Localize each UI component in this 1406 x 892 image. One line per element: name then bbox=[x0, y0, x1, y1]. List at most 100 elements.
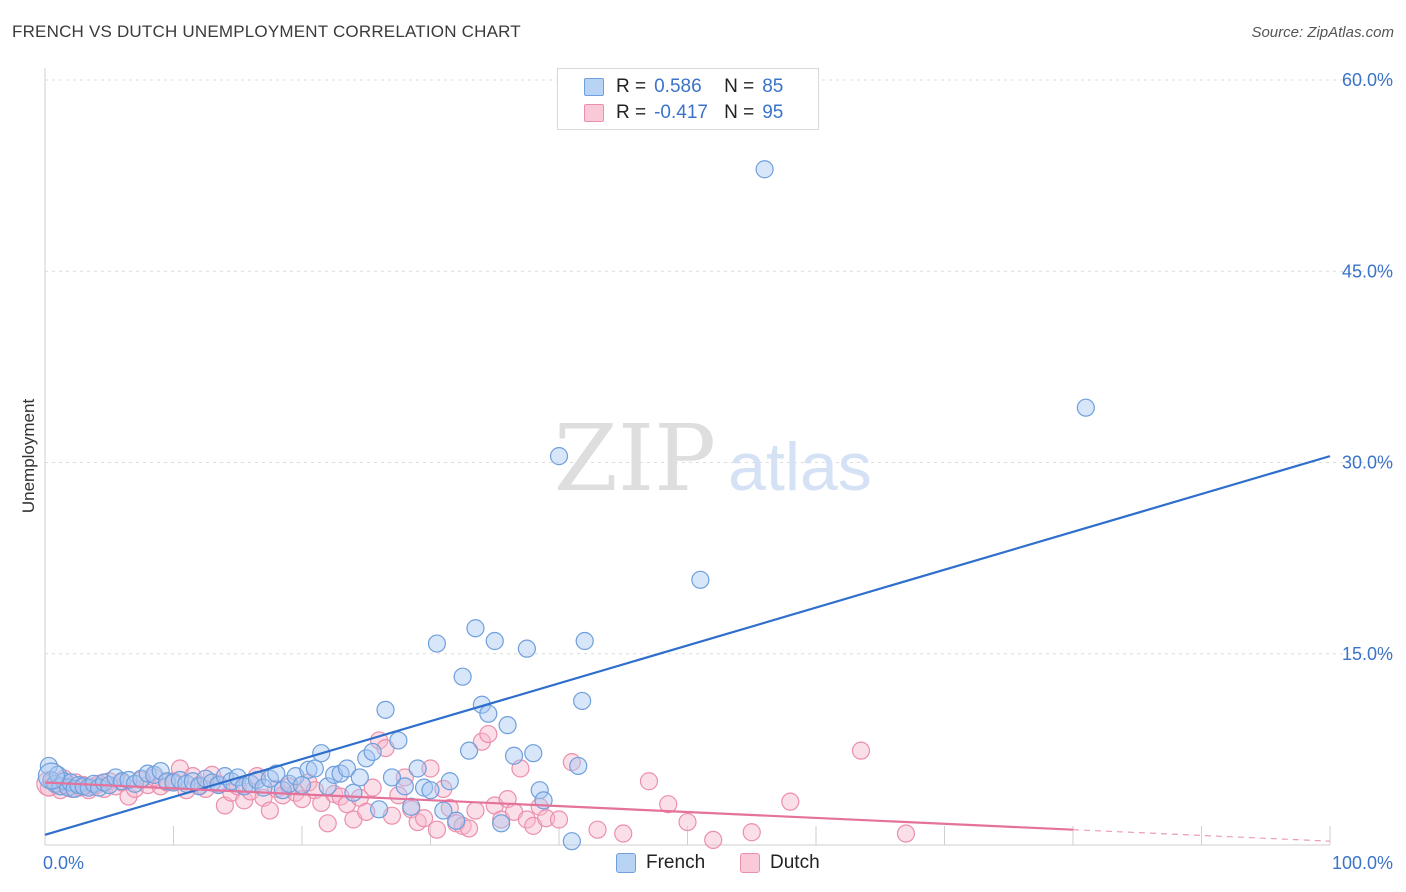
french-point bbox=[1076, 398, 1095, 417]
watermark: ZIP atlas bbox=[554, 405, 872, 512]
chart-title: FRENCH VS DUTCH UNEMPLOYMENT CORRELATION… bbox=[12, 22, 521, 41]
french-point bbox=[421, 781, 440, 800]
legend: R = 0.586 N = 85 R = -0.417 N = 95 bbox=[557, 68, 819, 130]
french-point bbox=[530, 781, 549, 800]
legend-swatch-dutch bbox=[584, 104, 604, 122]
dutch-point bbox=[549, 810, 569, 829]
french-trend-line bbox=[44, 455, 1331, 836]
dutch-point bbox=[742, 823, 761, 842]
dutch-point bbox=[466, 801, 485, 820]
french-point bbox=[524, 744, 543, 763]
y-tick-label: 45.0% bbox=[1342, 261, 1393, 281]
dutch-point bbox=[363, 778, 382, 797]
watermark-zip: ZIP bbox=[554, 405, 716, 512]
french-point bbox=[549, 447, 569, 466]
legend-row-dutch: R = -0.417 N = 95 bbox=[584, 101, 783, 125]
french-point bbox=[485, 631, 504, 651]
french-point bbox=[479, 704, 498, 723]
french-point bbox=[691, 570, 710, 589]
y-tick-label: 60.0% bbox=[1342, 70, 1393, 90]
dutch-point bbox=[614, 824, 633, 843]
dutch-point bbox=[704, 830, 723, 850]
french-point bbox=[95, 773, 114, 792]
french-point bbox=[440, 772, 459, 791]
french-point bbox=[395, 777, 414, 796]
french-point bbox=[37, 762, 66, 790]
dutch-point bbox=[260, 801, 279, 820]
french-point bbox=[466, 619, 485, 638]
french-point bbox=[569, 756, 588, 776]
legend-swatch-french bbox=[584, 78, 604, 96]
french-point bbox=[157, 772, 177, 791]
french-point bbox=[267, 764, 286, 783]
french-point bbox=[299, 760, 318, 779]
dutch-trend-extension bbox=[1072, 829, 1331, 842]
french-point bbox=[344, 783, 363, 802]
x-tick-label: 0.0% bbox=[43, 853, 84, 873]
french-point bbox=[492, 814, 511, 833]
dutch-point bbox=[427, 820, 447, 839]
dutch-point bbox=[414, 809, 434, 828]
legend-n-label: N = bbox=[724, 76, 755, 97]
french-point bbox=[472, 695, 491, 714]
dutch-point bbox=[781, 792, 800, 811]
legend-n-label: N = bbox=[724, 102, 755, 123]
french-point bbox=[151, 761, 170, 781]
legend-r-label: R = bbox=[616, 102, 647, 123]
grid-lines bbox=[45, 79, 1392, 655]
french-point bbox=[350, 768, 369, 787]
french-point bbox=[408, 759, 427, 778]
bottom-legend-swatch-dutch bbox=[740, 853, 760, 873]
x-tick-label: 100.0% bbox=[1332, 853, 1393, 873]
y-tick-label: 30.0% bbox=[1342, 453, 1393, 473]
dutch-point bbox=[639, 772, 659, 791]
dutch-point bbox=[421, 759, 440, 778]
french-point bbox=[389, 731, 408, 750]
trend-lines bbox=[44, 455, 1331, 842]
y-axis-label: Unemployment bbox=[19, 399, 38, 514]
bottom-legend-label-dutch: Dutch bbox=[770, 852, 820, 873]
french-point bbox=[498, 716, 517, 735]
bottom-legend-swatch-french bbox=[616, 853, 636, 873]
dutch-point bbox=[537, 809, 556, 828]
french-point bbox=[447, 811, 466, 830]
legend-r-value: -0.417 bbox=[654, 102, 708, 123]
bottom-legend-label-french: French bbox=[646, 852, 706, 873]
french-point bbox=[562, 832, 581, 851]
french-point bbox=[427, 634, 447, 653]
french-point bbox=[337, 759, 357, 778]
french-point bbox=[363, 742, 382, 762]
legend-n-value: 95 bbox=[762, 102, 784, 123]
dutch-point bbox=[851, 741, 871, 760]
dutch-point bbox=[659, 795, 678, 814]
french-point bbox=[575, 631, 594, 651]
dutch-point bbox=[318, 814, 337, 833]
dutch-point bbox=[588, 820, 607, 839]
dutch-trend-line bbox=[44, 781, 1074, 831]
french-point bbox=[292, 775, 312, 795]
legend-n-value: 85 bbox=[762, 76, 784, 97]
french-point bbox=[453, 667, 472, 686]
french-point bbox=[434, 801, 453, 820]
watermark-atlas: atlas bbox=[728, 429, 872, 505]
bottom-legend-french: French bbox=[616, 852, 705, 874]
dutch-point bbox=[479, 724, 498, 744]
french-point bbox=[305, 759, 324, 778]
y-tick-label: 15.0% bbox=[1342, 644, 1393, 664]
french-point bbox=[376, 700, 395, 719]
legend-r-value: 0.586 bbox=[654, 76, 702, 97]
french-point bbox=[382, 768, 402, 787]
bottom-legend-dutch: Dutch bbox=[740, 852, 820, 874]
french-point bbox=[370, 800, 389, 819]
dutch-point bbox=[678, 812, 697, 832]
french-point bbox=[755, 160, 774, 179]
legend-r-label: R = bbox=[616, 76, 647, 97]
dutch-point bbox=[896, 824, 916, 843]
tick-labels: 15.0% 30.0% 45.0% 60.0% 0.0% 100.0% bbox=[43, 70, 1393, 873]
french-point bbox=[517, 639, 536, 658]
legend-row-french: R = 0.586 N = 85 bbox=[584, 75, 783, 99]
chart-source: Source: ZipAtlas.com bbox=[1251, 24, 1394, 41]
french-point bbox=[402, 797, 421, 816]
french-point bbox=[573, 691, 592, 711]
